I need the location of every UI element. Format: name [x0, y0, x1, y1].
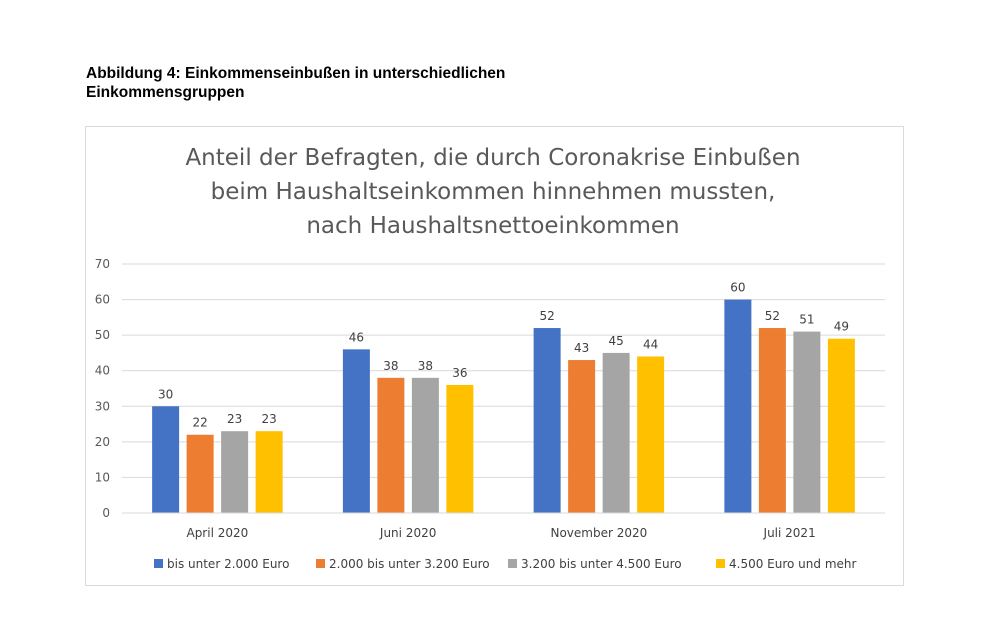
- data-label-1-2: 22: [192, 416, 207, 430]
- bar-2-2: [377, 377, 405, 513]
- data-label-3-3: 45: [608, 334, 623, 348]
- data-label-4-2: 52: [765, 309, 780, 323]
- x-category-label-4: Juli 2021: [763, 526, 816, 540]
- y-tick-label-40: 40: [95, 364, 110, 378]
- data-label-2-4: 36: [452, 366, 467, 380]
- x-category-label-2: Juni 2020: [379, 526, 436, 540]
- x-category-label-1: April 2020: [186, 526, 248, 540]
- bar-2-3: [411, 377, 439, 513]
- data-label-3-4: 44: [643, 337, 658, 351]
- data-label-4-1: 60: [730, 281, 745, 295]
- data-label-1-3: 23: [227, 412, 242, 426]
- x-category-label-3: November 2020: [550, 526, 647, 540]
- legend-swatch-1: [154, 559, 163, 568]
- chart-title-line-1: Anteil der Befragten, die durch Coronakr…: [185, 145, 800, 171]
- figure-caption-line-2: Einkommensgruppen: [86, 84, 245, 101]
- data-label-4-3: 51: [799, 313, 814, 327]
- data-label-2-2: 38: [383, 359, 398, 373]
- data-label-3-1: 52: [539, 309, 554, 323]
- bar-3-1: [533, 328, 561, 513]
- y-tick-label-10: 10: [95, 470, 110, 484]
- y-tick-label-20: 20: [95, 435, 110, 449]
- bar-3-4: [637, 356, 665, 513]
- bar-4-4: [827, 338, 855, 513]
- data-label-1-4: 23: [261, 412, 276, 426]
- y-tick-label-60: 60: [95, 293, 110, 307]
- legend-swatch-4: [716, 559, 725, 568]
- y-tick-label-70: 70: [95, 257, 110, 271]
- y-tick-label-0: 0: [102, 506, 110, 520]
- bar-1-1: [152, 406, 180, 513]
- legend-swatch-2: [316, 559, 325, 568]
- figure-caption: Abbildung 4: Einkommenseinbußen in unter…: [86, 64, 686, 102]
- data-label-1-1: 30: [158, 387, 173, 401]
- bar-4-1: [724, 299, 752, 513]
- y-tick-label-50: 50: [95, 328, 110, 342]
- legend-label-4: 4.500 Euro und mehr: [729, 557, 857, 571]
- legend-label-2: 2.000 bis unter 3.200 Euro: [329, 557, 490, 571]
- data-label-2-1: 46: [349, 330, 364, 344]
- bar-2-4: [446, 384, 474, 513]
- figure-caption-line-1: Abbildung 4: Einkommenseinbußen in unter…: [86, 65, 506, 82]
- data-label-4-4: 49: [834, 320, 849, 334]
- chart-title-line-3: nach Haushaltsnettoeinkommen: [306, 213, 679, 239]
- legend-label-3: 3.200 bis unter 4.500 Euro: [521, 557, 682, 571]
- data-label-3-2: 43: [574, 341, 589, 355]
- y-tick-label-30: 30: [95, 399, 110, 413]
- legend-label-1: bis unter 2.000 Euro: [167, 557, 289, 571]
- bar-2-1: [342, 349, 370, 513]
- chart-title-line-2: beim Haushaltseinkommen hinnehmen musste…: [211, 179, 776, 205]
- bar-4-3: [793, 331, 821, 513]
- bar-3-2: [568, 360, 596, 513]
- data-label-2-3: 38: [418, 359, 433, 373]
- bar-4-2: [758, 328, 786, 513]
- bar-1-4: [255, 431, 283, 513]
- bar-1-2: [186, 434, 214, 513]
- bar-3-3: [602, 352, 630, 513]
- legend-swatch-3: [508, 559, 517, 568]
- bar-1-3: [221, 431, 249, 513]
